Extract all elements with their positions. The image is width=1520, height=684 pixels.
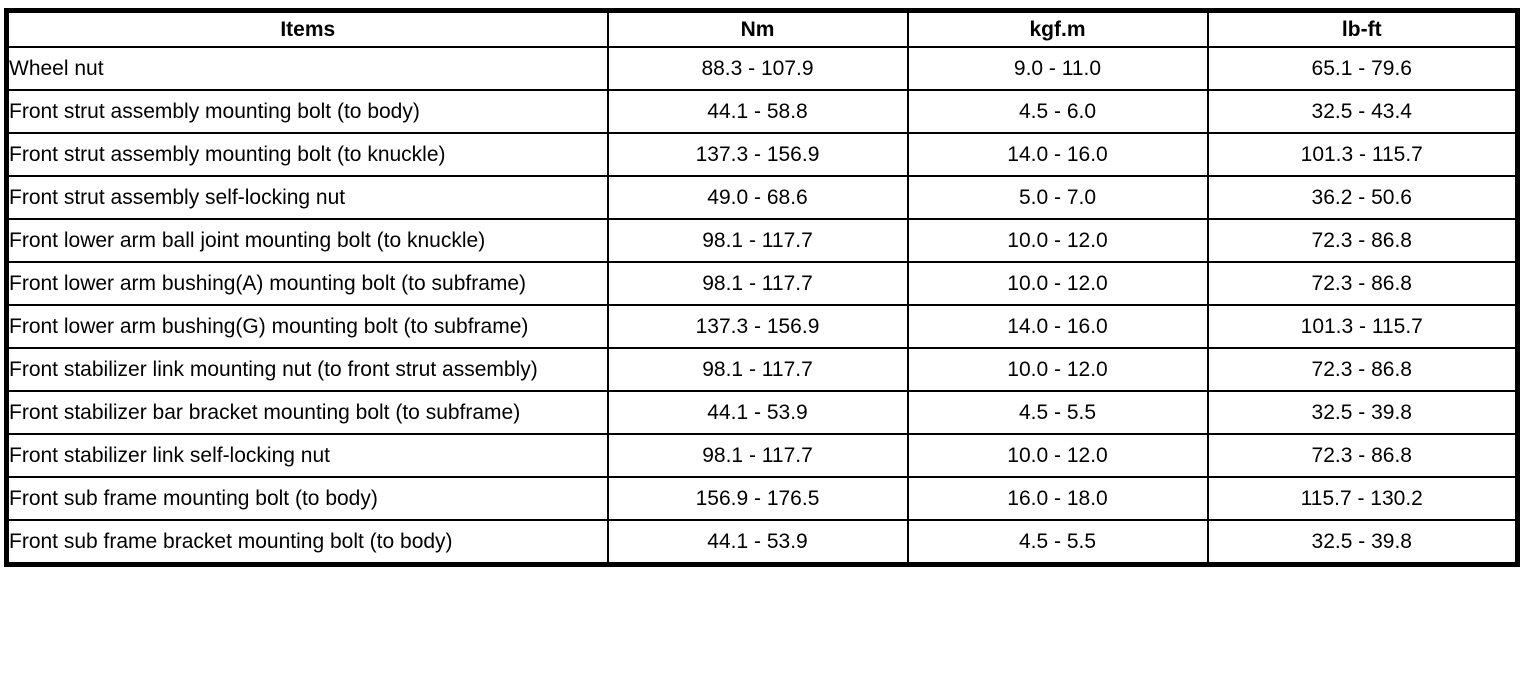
- item-cell: Front lower arm ball joint mounting bolt…: [5, 218, 609, 263]
- nm-cell: 88.3 - 107.9: [606, 46, 909, 91]
- kgfm-cell: 4.5 - 6.0: [906, 89, 1209, 134]
- nm-cell: 49.0 - 68.6: [606, 175, 909, 220]
- nm-cell: 156.9 - 176.5: [606, 476, 909, 521]
- item-cell: Front strut assembly mounting bolt (to k…: [5, 132, 609, 177]
- table-row: Front sub frame bracket mounting bolt (t…: [5, 519, 1519, 566]
- item-cell: Front lower arm bushing(G) mounting bolt…: [5, 304, 609, 349]
- table-row: Front stabilizer bar bracket mounting bo…: [5, 390, 1519, 435]
- nm-cell: 137.3 - 156.9: [606, 132, 909, 177]
- kgfm-cell: 4.5 - 5.5: [906, 519, 1209, 566]
- table-row: Front lower arm bushing(A) mounting bolt…: [5, 261, 1519, 306]
- nm-cell: 137.3 - 156.9: [606, 304, 909, 349]
- kgfm-cell: 14.0 - 16.0: [906, 304, 1209, 349]
- lbft-cell: 72.3 - 86.8: [1206, 433, 1519, 478]
- table-row: Front lower arm bushing(G) mounting bolt…: [5, 304, 1519, 349]
- kgfm-cell: 16.0 - 18.0: [906, 476, 1209, 521]
- col-header-items: Items: [5, 9, 609, 48]
- nm-cell: 98.1 - 117.7: [606, 261, 909, 306]
- nm-cell: 44.1 - 53.9: [606, 519, 909, 566]
- item-cell: Front lower arm bushing(A) mounting bolt…: [5, 261, 609, 306]
- item-cell: Wheel nut: [5, 46, 609, 91]
- item-cell: Front stabilizer bar bracket mounting bo…: [5, 390, 609, 435]
- kgfm-cell: 9.0 - 11.0: [906, 46, 1209, 91]
- table-row: Front strut assembly self-locking nut 49…: [5, 175, 1519, 220]
- table-row: Front sub frame mounting bolt (to body) …: [5, 476, 1519, 521]
- table-row: Front stabilizer link mounting nut (to f…: [5, 347, 1519, 392]
- lbft-cell: 36.2 - 50.6: [1206, 175, 1519, 220]
- col-header-nm: Nm: [606, 9, 909, 48]
- nm-cell: 98.1 - 117.7: [606, 433, 909, 478]
- lbft-cell: 101.3 - 115.7: [1206, 132, 1519, 177]
- table-row: Wheel nut 88.3 - 107.9 9.0 - 11.0 65.1 -…: [5, 46, 1519, 91]
- kgfm-cell: 4.5 - 5.5: [906, 390, 1209, 435]
- item-cell: Front strut assembly self-locking nut: [5, 175, 609, 220]
- item-cell: Front stabilizer link mounting nut (to f…: [5, 347, 609, 392]
- lbft-cell: 115.7 - 130.2: [1206, 476, 1519, 521]
- nm-cell: 98.1 - 117.7: [606, 218, 909, 263]
- kgfm-cell: 10.0 - 12.0: [906, 433, 1209, 478]
- kgfm-cell: 10.0 - 12.0: [906, 261, 1209, 306]
- lbft-cell: 32.5 - 39.8: [1206, 390, 1519, 435]
- lbft-cell: 32.5 - 43.4: [1206, 89, 1519, 134]
- lbft-cell: 32.5 - 39.8: [1206, 519, 1519, 566]
- nm-cell: 98.1 - 117.7: [606, 347, 909, 392]
- nm-cell: 44.1 - 53.9: [606, 390, 909, 435]
- item-cell: Front strut assembly mounting bolt (to b…: [5, 89, 609, 134]
- table-row: Front lower arm ball joint mounting bolt…: [5, 218, 1519, 263]
- lbft-cell: 65.1 - 79.6: [1206, 46, 1519, 91]
- item-cell: Front sub frame bracket mounting bolt (t…: [5, 519, 609, 566]
- table-row: Front strut assembly mounting bolt (to k…: [5, 132, 1519, 177]
- header-row: Items Nm kgf.m lb-ft: [5, 9, 1519, 48]
- table-body: Wheel nut 88.3 - 107.9 9.0 - 11.0 65.1 -…: [5, 46, 1519, 566]
- lbft-cell: 72.3 - 86.8: [1206, 218, 1519, 263]
- item-cell: Front stabilizer link self-locking nut: [5, 433, 609, 478]
- item-cell: Front sub frame mounting bolt (to body): [5, 476, 609, 521]
- table-row: Front stabilizer link self-locking nut 9…: [5, 433, 1519, 478]
- kgfm-cell: 10.0 - 12.0: [906, 347, 1209, 392]
- lbft-cell: 101.3 - 115.7: [1206, 304, 1519, 349]
- col-header-lbft: lb-ft: [1206, 9, 1519, 48]
- kgfm-cell: 14.0 - 16.0: [906, 132, 1209, 177]
- kgfm-cell: 10.0 - 12.0: [906, 218, 1209, 263]
- lbft-cell: 72.3 - 86.8: [1206, 347, 1519, 392]
- nm-cell: 44.1 - 58.8: [606, 89, 909, 134]
- kgfm-cell: 5.0 - 7.0: [906, 175, 1209, 220]
- torque-spec-table: Items Nm kgf.m lb-ft Wheel nut 88.3 - 10…: [4, 8, 1520, 567]
- lbft-cell: 72.3 - 86.8: [1206, 261, 1519, 306]
- table-row: Front strut assembly mounting bolt (to b…: [5, 89, 1519, 134]
- col-header-kgfm: kgf.m: [906, 9, 1209, 48]
